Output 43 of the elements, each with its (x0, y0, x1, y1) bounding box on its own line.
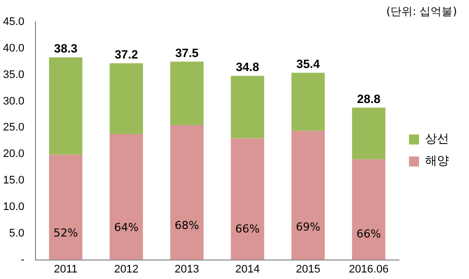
x-tick-label: 2016.06 (348, 263, 389, 276)
bar (230, 76, 264, 138)
bar (110, 63, 143, 134)
x-tick-label: 2013 (174, 263, 200, 276)
y-tick-label: 15.0 (2, 174, 24, 187)
annotation: 64% (114, 221, 139, 234)
total-label: 37.2 (114, 48, 138, 62)
total-label: 28.8 (357, 92, 381, 106)
x-tick-label: 2015 (296, 263, 320, 276)
y-tick-label: 45.0 (2, 16, 24, 28)
annotation: 68% (174, 218, 200, 232)
bar (230, 138, 264, 260)
total-label: 38.3 (54, 42, 78, 56)
total-label: 37.5 (175, 46, 199, 60)
bar (170, 125, 204, 260)
y-tick-label: 35.0 (2, 68, 24, 81)
annotation: 66% (235, 222, 260, 236)
bar (110, 134, 143, 260)
annotation: 52% (53, 226, 78, 240)
bar (49, 57, 82, 155)
y-tick-label: 10.0 (2, 200, 24, 213)
text: (단위: 십억불) (386, 4, 457, 19)
y-tick-label: - (20, 254, 25, 266)
y-tick-label: 5.0 (9, 227, 24, 240)
x-tick-label: 2014 (235, 263, 260, 276)
legend-label: 해양 (425, 154, 449, 168)
annotation: 69% (296, 220, 320, 234)
x-tick-label: 2012 (114, 263, 139, 276)
y-tick-label: 25.0 (2, 122, 24, 134)
total-label: 34.8 (236, 60, 260, 74)
y-tick-label: 40.0 (2, 42, 24, 54)
bar (291, 72, 325, 131)
annotation: 66% (356, 228, 381, 241)
bar (49, 154, 82, 260)
bar (352, 159, 386, 260)
total-label: 35.4 (296, 57, 320, 72)
y-tick-label: 30.0 (2, 95, 24, 108)
bar (170, 62, 204, 126)
x-tick-label: 2011 (54, 263, 78, 276)
bar (352, 108, 386, 160)
bar (291, 130, 325, 260)
y-tick-label: 20.0 (2, 148, 24, 160)
legend-label: 상선 (425, 132, 449, 146)
